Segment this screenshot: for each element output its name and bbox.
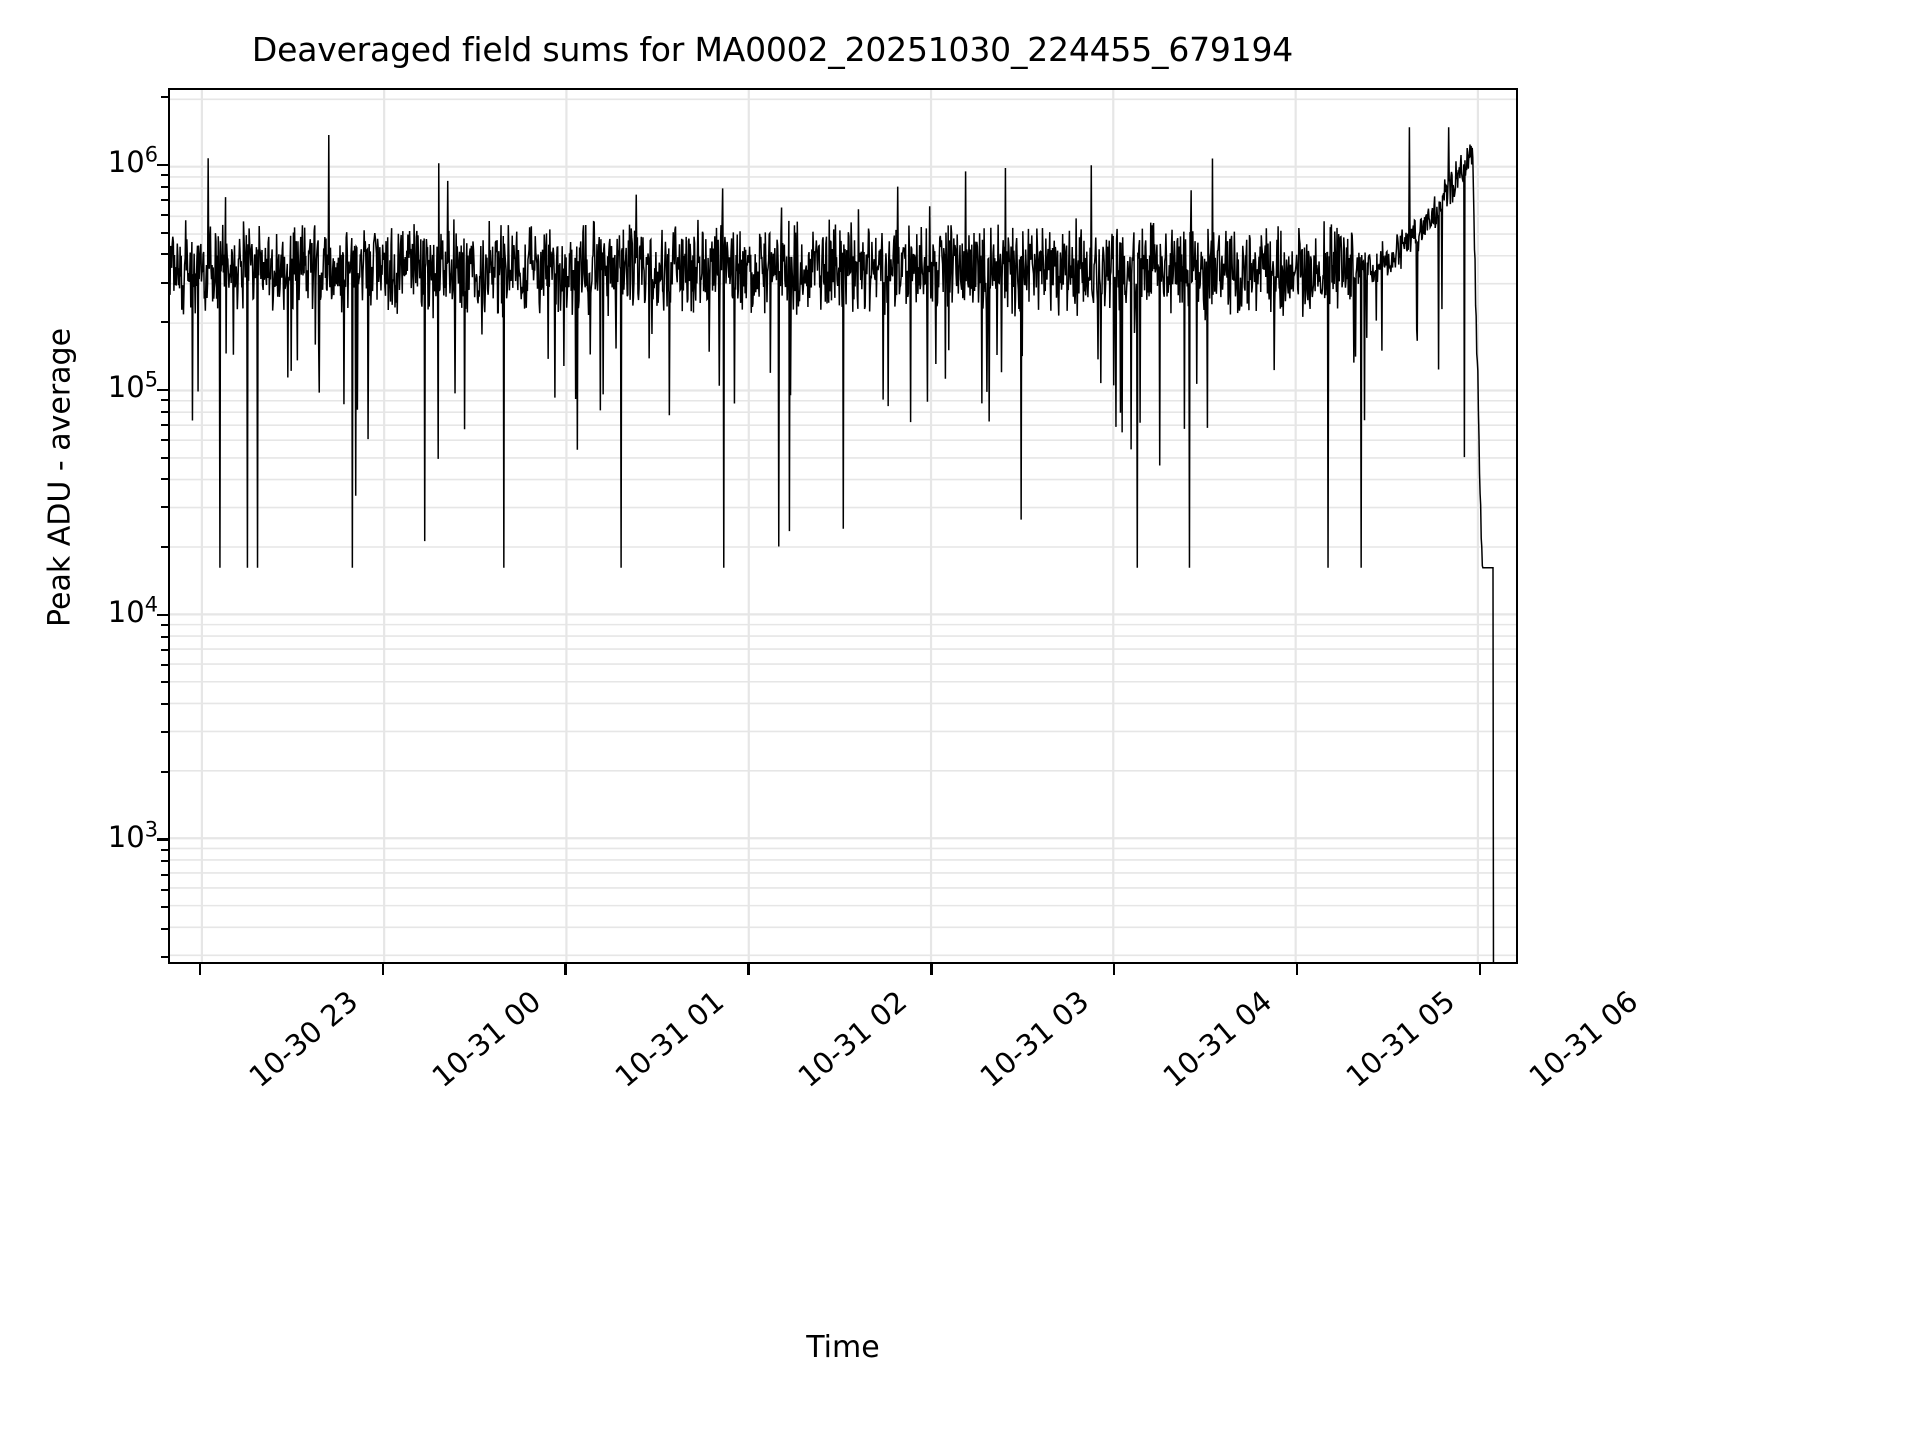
y-tick-label: 104	[107, 592, 158, 629]
y-minor-tick	[161, 648, 168, 651]
y-minor-tick	[161, 423, 168, 426]
x-tick-label: 10-31 02	[791, 984, 913, 1094]
x-major-tick	[1112, 964, 1116, 975]
y-tick-label: 106	[107, 142, 158, 179]
y-minor-tick	[161, 399, 168, 402]
y-minor-tick	[161, 253, 168, 256]
y-minor-tick	[161, 506, 168, 509]
y-minor-tick	[161, 185, 168, 188]
y-minor-tick	[161, 906, 168, 909]
x-major-tick	[747, 964, 750, 975]
y-minor-tick	[161, 624, 168, 627]
x-tick-label: 10-31 03	[973, 984, 1096, 1094]
y-major-tick	[157, 388, 168, 392]
y-minor-tick	[161, 231, 168, 234]
y-minor-tick	[161, 635, 168, 638]
y-minor-tick	[161, 281, 168, 284]
y-major-tick	[157, 838, 168, 841]
y-minor-tick	[161, 96, 168, 99]
y-tick-label: 103	[107, 817, 158, 854]
x-tick-label: 10-30 23	[242, 984, 365, 1094]
y-minor-tick	[161, 478, 168, 481]
x-tick-label: 10-31 06	[1522, 984, 1645, 1094]
y-minor-tick	[161, 873, 168, 876]
plot-area	[168, 88, 1518, 964]
y-minor-tick	[161, 928, 168, 931]
x-tick-label: 10-31 00	[425, 984, 548, 1094]
y-minor-tick	[161, 860, 168, 863]
x-major-tick	[564, 964, 567, 975]
chart-figure: Deaveraged field sums for MA0002_2025103…	[42, 30, 1645, 1365]
x-tick-label: 10-31 04	[1156, 984, 1279, 1094]
x-tick-label: 10-31 05	[1339, 984, 1462, 1094]
y-minor-tick	[161, 731, 168, 734]
y-minor-tick	[161, 703, 168, 706]
data-series-line	[170, 127, 1495, 962]
y-minor-tick	[161, 198, 168, 201]
x-major-tick	[198, 964, 202, 975]
y-minor-tick	[161, 213, 168, 216]
x-major-tick	[381, 964, 385, 975]
y-minor-tick	[161, 888, 168, 891]
chart-title: Deaveraged field sums for MA0002_2025103…	[251, 30, 1294, 69]
y-minor-tick	[161, 546, 168, 549]
y-minor-tick	[161, 681, 168, 684]
y-minor-tick	[161, 663, 168, 666]
x-tick-label: 10-31 01	[608, 984, 730, 1094]
y-minor-tick	[161, 410, 168, 413]
y-minor-tick	[161, 174, 168, 177]
y-minor-tick	[161, 848, 168, 851]
y-major-tick	[157, 613, 168, 617]
x-major-tick	[1478, 964, 1482, 975]
x-axis-label: Time	[806, 1330, 880, 1365]
y-axis-label: Peak ADU - average	[42, 327, 78, 628]
y-tick-label: 105	[107, 367, 158, 404]
y-minor-tick	[161, 456, 168, 459]
x-major-tick	[1295, 964, 1299, 975]
y-minor-tick	[161, 438, 168, 441]
y-major-tick	[157, 163, 168, 167]
y-minor-tick	[161, 321, 168, 324]
x-major-tick	[930, 964, 933, 975]
y-minor-tick	[161, 956, 168, 959]
y-minor-tick	[161, 770, 168, 773]
